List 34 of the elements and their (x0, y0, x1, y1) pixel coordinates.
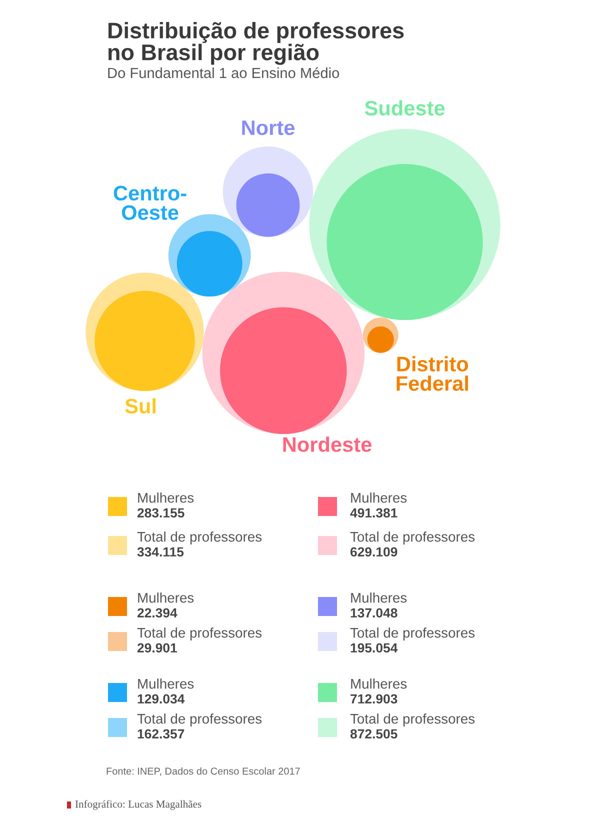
data-label: 162.357 (138, 729, 184, 739)
category-label: Mulheres (138, 678, 194, 689)
text: Centro- Oeste (114, 186, 186, 220)
category-label: Total de professores (137, 532, 262, 544)
data-label: 283.155 (137, 508, 184, 518)
text: Norte (242, 120, 294, 136)
text: Distribuição de professores no Brasil por região (108, 22, 404, 65)
category-label: Total de professores (137, 714, 262, 726)
source-note: Fonte: INEP, Dados do Censo Escolar 2017 (106, 767, 300, 776)
category-label: Mulheres (351, 592, 407, 603)
text: Sudeste (364, 100, 445, 116)
text: Sul (125, 398, 156, 414)
data-label: 629.109 (350, 547, 398, 557)
text: Infográfico: Lucas Magalhães (75, 800, 202, 810)
category-label: Total de professores (350, 714, 475, 726)
data-label: 29.901 (137, 643, 177, 653)
data-label: 137.048 (350, 608, 398, 618)
category-label: Mulheres (351, 492, 407, 503)
data-label: 22.394 (137, 608, 178, 618)
data-label: 491.381 (350, 508, 398, 518)
text: Do Fundamental 1 ao Ensino Médio (108, 67, 340, 78)
category-label: Mulheres (351, 678, 407, 689)
text: Nordeste (283, 436, 372, 452)
data-label: 129.034 (138, 694, 185, 704)
category-label: Mulheres (138, 492, 194, 503)
data-label: 334.115 (137, 547, 184, 557)
category-label: Total de professores (137, 628, 262, 640)
legend-label: Distrito Federal (396, 356, 468, 391)
data-label: 872.505 (350, 729, 398, 739)
data-label: 195.054 (350, 643, 398, 653)
category-label: Mulheres (138, 592, 194, 603)
category-label: Total de professores (350, 532, 475, 544)
data-label: 712.903 (350, 694, 398, 704)
category-label: Total de professores (350, 628, 475, 640)
